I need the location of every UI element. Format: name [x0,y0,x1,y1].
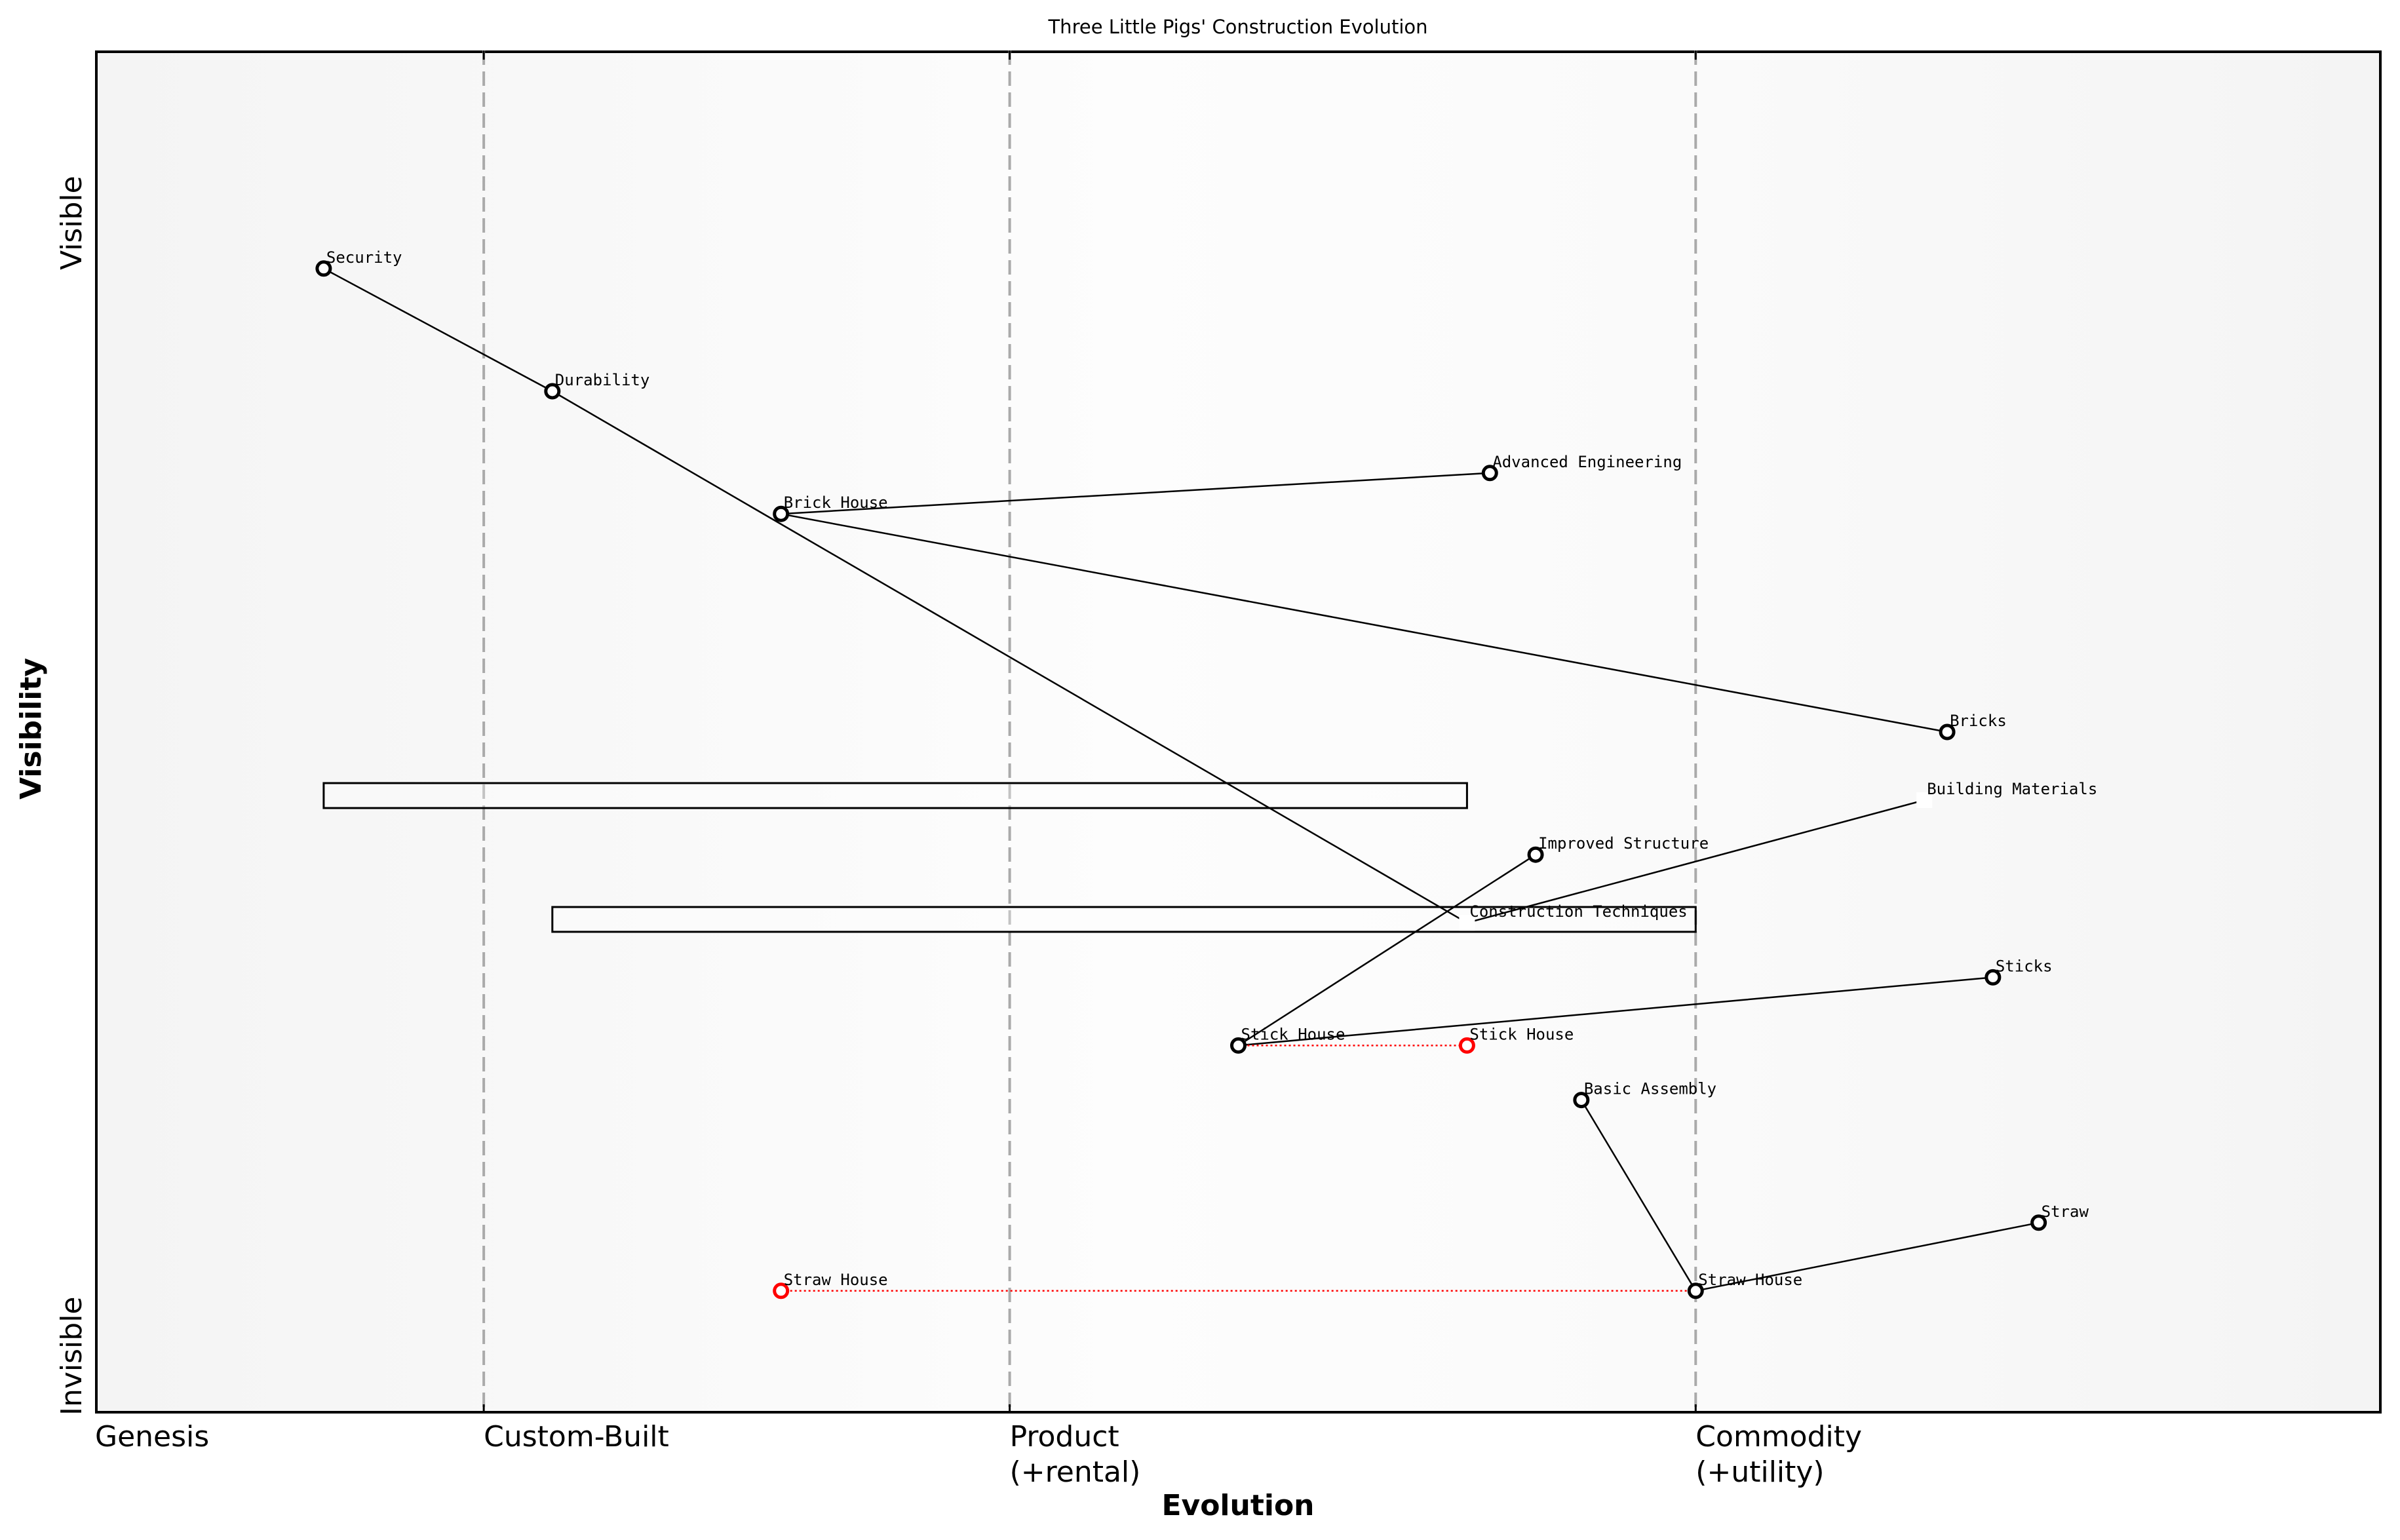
chart-title: Three Little Pigs' Construction Evolutio… [1048,16,1428,38]
circle-marker-icon [1939,723,1956,741]
component-label: Improved Structure [1538,834,1709,853]
circle-marker-icon [1230,1037,1247,1054]
component-bricks[interactable]: Bricks [1939,712,2007,741]
square-marker-icon [1459,915,1475,931]
component-sticks[interactable]: Sticks [1984,957,2053,986]
x-axis-title: Evolution [1161,1489,1315,1522]
circle-marker-icon [315,260,332,277]
link-line [552,390,1468,924]
component-basic-assembly[interactable]: Basic Assembly [1573,1080,1716,1109]
circle-marker-icon [1687,1282,1704,1299]
map-canvas: Security Durability Brick House Advanced En… [315,50,2097,1414]
component-stick-house[interactable]: Stick House [1230,1025,1345,1054]
component-straw-house-evolved[interactable]: Straw House [773,1271,888,1299]
component-label: Construction Techniques [1469,902,1687,921]
component-straw[interactable]: Straw [2030,1203,2089,1231]
x-stage-label: Product (+rental) [1009,1420,1141,1489]
circle-marker-icon [1481,465,1498,482]
square-marker-icon [1916,792,1933,808]
component-label: Stick House [1469,1025,1574,1043]
link-line [781,512,1948,733]
component-label: Basic Assembly [1584,1080,1716,1098]
circle-marker-icon [1527,846,1544,863]
component-label: Straw House [784,1271,888,1289]
component-label: Straw House [1698,1271,1802,1289]
component-label: Stick House [1241,1025,1345,1043]
component-stick-house-evolved[interactable]: Stick House [1458,1025,1574,1054]
dependency-links [323,267,2039,1292]
pipeline-boxes [322,782,1697,933]
link-line [1695,1222,2039,1292]
link-line [1467,799,1925,924]
x-stage-label: Custom-Built [484,1420,669,1453]
component-construction-techniques[interactable]: Construction Techniques [1459,902,1688,931]
plot-area [95,50,2382,1414]
circle-marker-icon [1573,1092,1590,1109]
y-axis-title: Visibility [14,657,48,799]
circle-marker-icon [544,383,561,400]
component-building-materials[interactable]: Building Materials [1916,780,2097,808]
x-stage-label: Commodity (+utility) [1695,1420,1863,1489]
link-line [1237,854,1536,1047]
component-brick-house[interactable]: Brick House [773,493,888,522]
link-line [1238,976,1993,1047]
component-advanced-engineering[interactable]: Advanced Engineering [1481,453,1682,482]
circle-marker-icon [773,1282,790,1299]
component-security[interactable]: Security [315,248,402,277]
x-stage-label: Genesis [95,1420,210,1453]
component-label: Sticks [1996,957,2053,975]
y-axis-bottom-label: Invisible [55,1296,88,1416]
circle-marker-icon [2030,1214,2047,1231]
y-axis-top-label: Visible [55,176,88,270]
circle-marker-icon [1458,1037,1475,1054]
circle-marker-icon [1984,969,2002,986]
component-label: Straw [2042,1203,2089,1221]
component-straw-house[interactable]: Straw House [1687,1271,1802,1299]
pipeline-box [551,906,1697,933]
component-durability[interactable]: Durability [544,371,650,400]
component-label: Brick House [784,493,888,512]
link-line [323,267,553,393]
link-line [1580,1099,1697,1292]
component-label: Durability [555,371,650,389]
component-label: Bricks [1950,712,2007,730]
circle-marker-icon [773,505,790,522]
component-label: Advanced Engineering [1492,453,1682,471]
pipeline-box [322,782,1468,809]
component-label: Security [326,248,402,267]
component-improved-structure[interactable]: Improved Structure [1527,834,1709,863]
stage-divider-lines [482,50,1697,1414]
link-line [781,472,1490,515]
component-label: Building Materials [1927,780,2097,798]
evolution-arrows [781,1045,1696,1292]
component-nodes: Security Durability Brick House Advanced En… [315,248,2097,1299]
